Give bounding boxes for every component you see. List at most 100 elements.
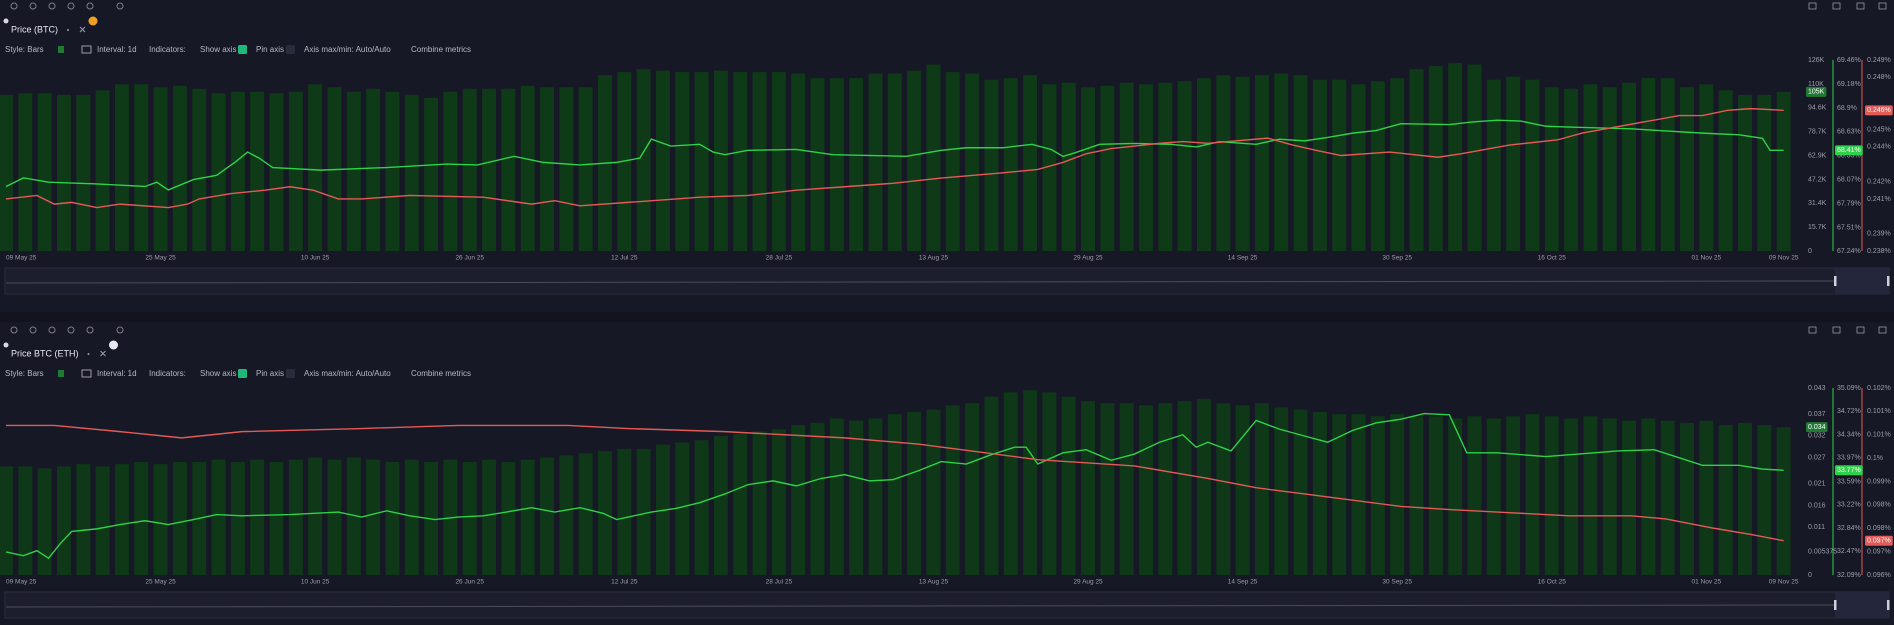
- bar: [385, 91, 400, 251]
- bar: [501, 461, 516, 575]
- checkbox: [286, 369, 295, 378]
- bar: [1177, 401, 1192, 575]
- bar: [57, 94, 71, 251]
- y-tick-label: 0.245%: [1867, 126, 1891, 133]
- y-tick-label: 15.7K: [1808, 224, 1827, 231]
- bar: [1583, 416, 1598, 575]
- toolbar-icon: [116, 326, 124, 334]
- bar: [1622, 420, 1637, 575]
- y-tick-label: 34.72%: [1837, 408, 1861, 415]
- control-label: Interval: 1d: [97, 369, 137, 378]
- bar: [578, 453, 593, 575]
- toolbar-icon: [1856, 2, 1865, 10]
- y-tick-label: 0.1%: [1867, 455, 1883, 462]
- bar: [1119, 82, 1134, 251]
- toolbar-icon: [29, 326, 37, 334]
- bar: [1718, 90, 1733, 251]
- bar: [945, 405, 960, 575]
- bar: [675, 442, 690, 575]
- bar: [926, 64, 941, 251]
- bar: [945, 72, 960, 251]
- bar: [559, 87, 574, 252]
- bar: [965, 73, 980, 252]
- toolbar-icon: [86, 326, 94, 334]
- y-tick-label: 35.09%: [1837, 385, 1861, 392]
- x-tick-label: 14 Sep 25: [1228, 579, 1258, 586]
- bar: [1216, 75, 1231, 252]
- y-tick-label: 0.096%: [1867, 572, 1891, 579]
- bar: [1428, 416, 1443, 575]
- y-tick-label: 34.34%: [1837, 432, 1861, 439]
- bar: [733, 433, 748, 575]
- bar: [868, 418, 883, 575]
- bar: [0, 466, 13, 575]
- bar: [230, 461, 245, 575]
- bar: [37, 93, 52, 251]
- x-tick-label: 30 Sep 25: [1382, 255, 1412, 262]
- calendar-icon: [81, 45, 92, 54]
- bar: [791, 73, 806, 252]
- bar: [578, 87, 593, 252]
- x-tick-label: 29 Aug 25: [1073, 255, 1103, 262]
- bar: [482, 459, 497, 575]
- panel-title: Price BTC (ETH): [11, 348, 79, 358]
- bar: [1312, 79, 1327, 251]
- y-tick-label: 0.238%: [1867, 248, 1891, 255]
- x-tick-label: 09 May 25: [6, 255, 37, 262]
- x-tick-label: 25 May 25: [145, 255, 176, 262]
- bar: [1332, 414, 1347, 575]
- bar: [1061, 396, 1076, 575]
- checkbox-checked: [238, 45, 247, 54]
- bar: [1003, 392, 1018, 575]
- pin-icon: [3, 18, 9, 24]
- x-tick-label: 13 Aug 25: [919, 255, 949, 262]
- y-tick-label: 69.46%: [1837, 57, 1861, 64]
- x-tick-label: 10 Jun 25: [301, 579, 330, 586]
- menu-dots: [87, 353, 90, 355]
- bar: [1757, 424, 1772, 575]
- bar: [907, 70, 922, 251]
- y-tick-label: 32.47%: [1837, 548, 1861, 555]
- x-tick-label: 16 Oct 25: [1538, 579, 1567, 586]
- y-tick-label: 67.51%: [1837, 225, 1861, 232]
- y-tick-label: 94.6K: [1808, 104, 1827, 111]
- control-label: Pin axis: [256, 369, 284, 378]
- x-tick-label: 26 Jun 25: [455, 579, 484, 586]
- y-tick-label: 0.244%: [1867, 144, 1891, 151]
- bar: [1699, 420, 1714, 575]
- checkbox-checked: [238, 369, 247, 378]
- bar: [462, 461, 477, 575]
- menu-dots: [67, 29, 69, 31]
- bar: [1332, 79, 1347, 251]
- last-value-label: 105K: [1808, 89, 1825, 96]
- bar: [1699, 84, 1714, 251]
- navigator-handle: [1834, 600, 1837, 610]
- bar: [424, 97, 439, 252]
- bar: [1776, 427, 1791, 575]
- x-tick-label: 12 Jul 25: [611, 255, 638, 262]
- bar: [1622, 82, 1637, 251]
- bar: [771, 429, 786, 575]
- bar: [443, 91, 458, 251]
- y-tick-label: 110K: [1808, 81, 1824, 88]
- bar: [1351, 414, 1366, 575]
- last-value-label: 0.034: [1808, 424, 1826, 431]
- bar: [1602, 87, 1617, 252]
- last-value-badge: [1806, 422, 1828, 433]
- control-label: Show axis: [200, 45, 236, 54]
- bar: [1158, 403, 1173, 575]
- bar: [868, 73, 883, 252]
- bar: [1506, 76, 1521, 251]
- control-label: Style: Bars: [5, 369, 44, 378]
- bar: [520, 85, 535, 252]
- bar: [1583, 84, 1598, 251]
- y-tick-label: 0.027: [1808, 454, 1826, 461]
- close-icon: [79, 26, 86, 33]
- bar: [849, 78, 864, 251]
- bar: [810, 422, 825, 575]
- control-label: Pin axis: [256, 45, 284, 54]
- bar: [269, 93, 284, 251]
- bar: [733, 72, 748, 251]
- bar: [134, 84, 149, 251]
- navigator-selection: [1835, 268, 1889, 294]
